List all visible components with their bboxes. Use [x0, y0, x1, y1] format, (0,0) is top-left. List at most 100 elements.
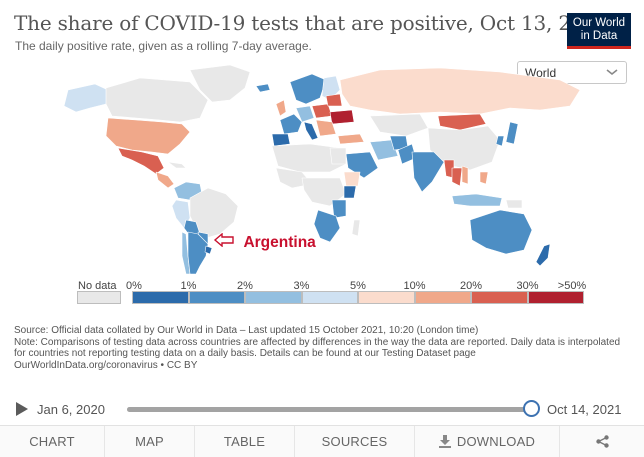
map-country-korea — [495, 135, 505, 147]
argentina-annotation: Argentina — [213, 232, 316, 252]
source-note: Source: Official data collated by Our Wo… — [14, 325, 624, 371]
map-country-central-america — [155, 171, 175, 189]
chevron-down-icon — [605, 66, 619, 81]
annotation-label: Argentina — [243, 233, 316, 251]
map-country-mexico — [117, 147, 165, 175]
map-country-balkans — [315, 119, 337, 137]
legend-tick-label: 2% — [237, 280, 253, 292]
map-country-caribbean — [167, 161, 187, 169]
map-country-italy — [303, 121, 319, 141]
tab-table-label: TABLE — [223, 434, 266, 449]
map-country-baltics — [325, 93, 343, 107]
legend-bin-1 — [188, 291, 245, 304]
timeline-track[interactable] — [127, 407, 531, 412]
map-country-turkey — [337, 133, 365, 145]
legend-bin-5 — [414, 291, 471, 304]
map-country-france — [279, 113, 303, 135]
legend-tick-label: >50% — [557, 280, 587, 292]
timeline-end-date[interactable]: Oct 14, 2021 — [547, 402, 622, 417]
license-text: • CC BY — [157, 359, 198, 371]
map-country-uruguay — [204, 245, 213, 255]
map-country-egypt — [329, 147, 347, 165]
map-country-greenland — [189, 64, 251, 103]
map-country-mongolia — [437, 113, 487, 131]
map-country-indonesia — [451, 193, 503, 207]
map-country-india — [411, 151, 445, 193]
download-icon — [438, 428, 451, 457]
map-country-germany — [295, 105, 315, 123]
world-map[interactable] — [40, 60, 630, 275]
source-line: Source: Official data collated by Our Wo… — [14, 325, 479, 336]
tab-bar: CHART MAP TABLE SOURCES DOWNLOAD — [0, 425, 644, 457]
map-country-papua-new-guinea — [505, 199, 523, 209]
map-country-uk — [275, 99, 287, 117]
legend-nodata-swatch — [77, 291, 121, 304]
logo-line-2: in Data — [580, 30, 618, 42]
legend-bin-3 — [301, 291, 358, 304]
map-country-thailand — [451, 167, 463, 187]
tab-table[interactable]: TABLE — [195, 426, 295, 457]
legend-bin-0 — [132, 291, 189, 304]
map-country-new-zealand — [535, 243, 551, 267]
legend-bin-2 — [245, 291, 302, 304]
map-country-argentina — [187, 231, 209, 275]
tab-download[interactable]: DOWNLOAD — [415, 426, 560, 457]
source-note-line: Note: Comparisons of testing data across… — [14, 336, 621, 360]
legend-tick-label: 5% — [350, 280, 366, 292]
legend-bin-7 — [527, 291, 584, 304]
timeline-start-date[interactable]: Jan 6, 2020 — [37, 402, 105, 417]
tab-map[interactable]: MAP — [105, 426, 195, 457]
owid-logo[interactable]: Our World in Data — [567, 13, 631, 49]
legend-tick-label: 10% — [403, 280, 426, 292]
source-link[interactable]: OurWorldInData.org/coronavirus — [14, 359, 158, 371]
map-country-central-africa — [301, 177, 347, 207]
tab-sources[interactable]: SOURCES — [295, 426, 415, 457]
timeline-handle[interactable] — [523, 400, 540, 417]
tab-chart[interactable]: CHART — [0, 426, 105, 457]
logo-accent-bar — [567, 46, 631, 49]
tab-sources-label: SOURCES — [321, 434, 388, 449]
map-country-east-africa — [331, 199, 347, 219]
legend-tick-label: 1% — [180, 280, 197, 292]
map-country-alaska — [63, 83, 109, 113]
tab-share[interactable] — [560, 426, 644, 457]
map-country-north-africa — [271, 143, 347, 173]
logo-line-1: Our World — [572, 17, 626, 29]
map-country-iran — [369, 139, 399, 161]
timeline: Jan 6, 2020 Oct 14, 2021 — [0, 395, 644, 425]
legend-tick-label: 3% — [293, 280, 310, 292]
legend-nodata-label: No data — [78, 280, 117, 292]
map-country-canada — [105, 77, 209, 123]
map-country-kazakhstan — [369, 113, 429, 137]
map-country-vietnam — [461, 165, 469, 185]
map-country-japan — [505, 121, 519, 145]
map-country-southern-africa — [313, 209, 341, 243]
legend-tick-label: 20% — [459, 280, 483, 292]
color-legend: No data 0% 1% 2% 3% 5% 10% 20% 30% >50% — [0, 274, 644, 314]
arrow-left-icon — [213, 232, 235, 252]
map-country-madagascar — [351, 219, 361, 237]
map-country-kenya — [343, 185, 357, 199]
share-icon — [595, 428, 609, 457]
legend-bin-6 — [471, 291, 528, 304]
tab-download-label: DOWNLOAD — [456, 434, 536, 449]
tab-chart-label: CHART — [29, 434, 75, 449]
map-country-iceland — [255, 83, 271, 93]
map-country-philippines — [479, 171, 489, 185]
map-country-saudi-arabia — [345, 151, 379, 179]
map-country-ethiopia — [343, 171, 361, 187]
play-icon[interactable] — [15, 401, 29, 422]
legend-tick-label: 30% — [516, 280, 539, 292]
map-country-australia — [469, 209, 533, 255]
map-country-russia — [339, 67, 581, 115]
legend-tick-label: 0% — [126, 280, 142, 292]
timeline-track-fill — [127, 407, 531, 412]
chart-title: The share of COVID-19 tests that are pos… — [14, 11, 609, 35]
map-country-scandinavia — [289, 73, 327, 105]
legend-bin-4 — [358, 291, 415, 304]
tab-map-label: MAP — [135, 434, 164, 449]
map-country-ukraine — [329, 109, 355, 125]
chart-subtitle: The daily positive rate, given as a roll… — [15, 39, 312, 53]
map-country-spain — [271, 133, 291, 147]
map-country-usa — [105, 117, 191, 155]
